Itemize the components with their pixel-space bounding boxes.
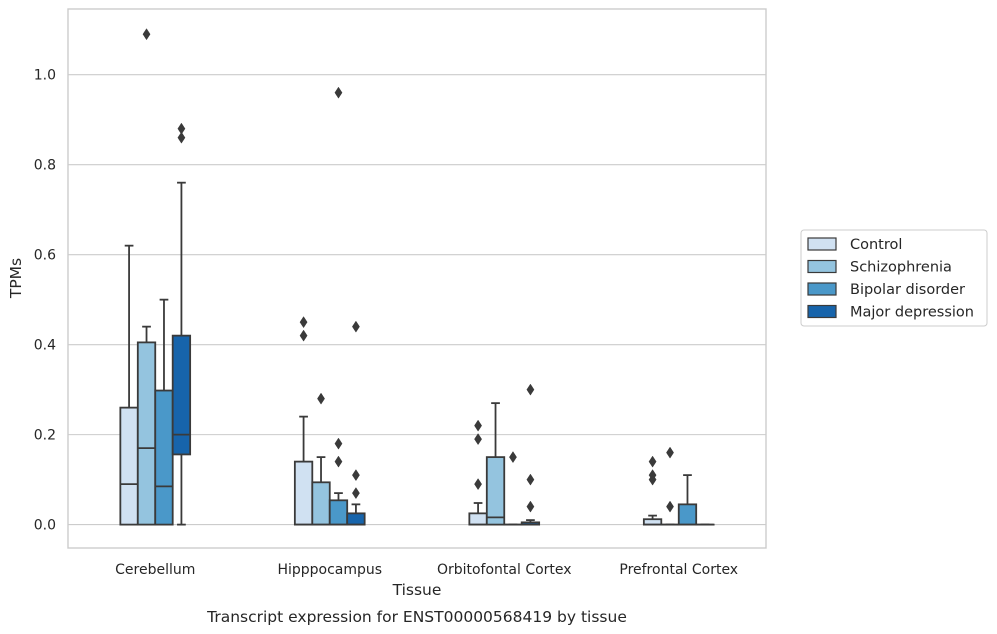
box-iqr — [485, 456, 506, 526]
x-axis-label: Tissue — [392, 581, 442, 599]
box-iqr — [311, 481, 331, 526]
outlier-point — [666, 446, 674, 459]
box-control — [468, 419, 488, 526]
box-major-depression — [520, 383, 541, 526]
outlier-point — [352, 320, 360, 333]
legend-label: Schizophrenia — [850, 260, 952, 276]
x-tick-label: Hipppocampus — [277, 562, 382, 578]
outlier-point — [509, 451, 517, 464]
y-axis-label: TPMs — [7, 258, 25, 299]
y-tick-label: 0.2 — [34, 428, 56, 444]
box-iqr — [171, 334, 192, 456]
outlier-point — [177, 131, 186, 144]
outlier-point — [352, 469, 360, 482]
legend-label: Control — [850, 237, 902, 253]
outlier-point — [474, 478, 482, 491]
outlier-point — [177, 122, 186, 135]
outlier-point — [334, 455, 343, 468]
box-iqr — [346, 512, 366, 526]
y-tick-label: 1.0 — [34, 68, 56, 84]
box-iqr — [154, 389, 174, 526]
chart-caption: Transcript expression for ENST0000056841… — [206, 608, 627, 626]
legend-swatch — [807, 282, 837, 296]
box-layer — [119, 28, 715, 526]
legend-frame — [800, 229, 988, 327]
legend-swatch — [807, 259, 837, 274]
box-major-depression — [171, 122, 192, 526]
outlier-point — [299, 329, 308, 342]
box-bipolar-disorder — [154, 298, 174, 526]
legend-label: Major depression — [850, 305, 974, 321]
box-iqr — [677, 503, 698, 526]
legend-label: Bipolar disorder — [850, 282, 965, 298]
outlier-point — [474, 433, 482, 446]
box-iqr — [328, 499, 349, 526]
outlier-point — [352, 487, 360, 500]
outlier-point — [334, 437, 343, 450]
outlier-point — [526, 500, 535, 513]
x-tick-label: Cerebellum — [115, 562, 195, 578]
x-tick-labels: Cerebellum Hipppocampus Orbitofontal Corte… — [115, 562, 738, 578]
outlier-point — [142, 28, 151, 41]
box-iqr — [136, 341, 157, 526]
box-iqr — [468, 512, 488, 526]
outlier-point — [666, 500, 674, 513]
y-tick-label: 0.6 — [34, 248, 56, 264]
outlier-point — [317, 392, 325, 405]
outlier-point — [299, 316, 308, 329]
box-major-depression — [346, 320, 366, 526]
box-schizophrenia — [485, 402, 506, 526]
legend-items: Control Schizophrenia Bipolar disorder Majo… — [807, 237, 974, 321]
outlier-point — [648, 469, 657, 482]
box-bipolar-disorder — [677, 474, 698, 526]
y-tick-label: 0.4 — [34, 338, 56, 354]
outlier-point — [526, 383, 535, 396]
box-iqr — [119, 406, 139, 526]
y-tick-labels: 0.0 0.2 0.4 0.6 0.8 1.0 — [34, 68, 56, 534]
box-control — [642, 455, 663, 526]
x-tick-label: Prefrontal Cortex — [619, 562, 738, 578]
box-bipolar-disorder — [328, 86, 349, 526]
outlier-point — [474, 419, 482, 432]
legend: Control Schizophrenia Bipolar disorder Majo… — [800, 229, 988, 327]
outlier-point — [526, 473, 535, 486]
x-tick-label: Orbitofontal Cortex — [437, 562, 572, 578]
box-iqr — [293, 460, 314, 526]
y-tick-label: 0.8 — [34, 158, 56, 174]
plot-frame — [67, 8, 767, 549]
y-tick-label: 0.0 — [34, 518, 56, 534]
outlier-point — [648, 455, 657, 468]
legend-swatch — [807, 237, 837, 251]
legend-swatch — [807, 304, 837, 319]
outlier-point — [334, 86, 343, 99]
